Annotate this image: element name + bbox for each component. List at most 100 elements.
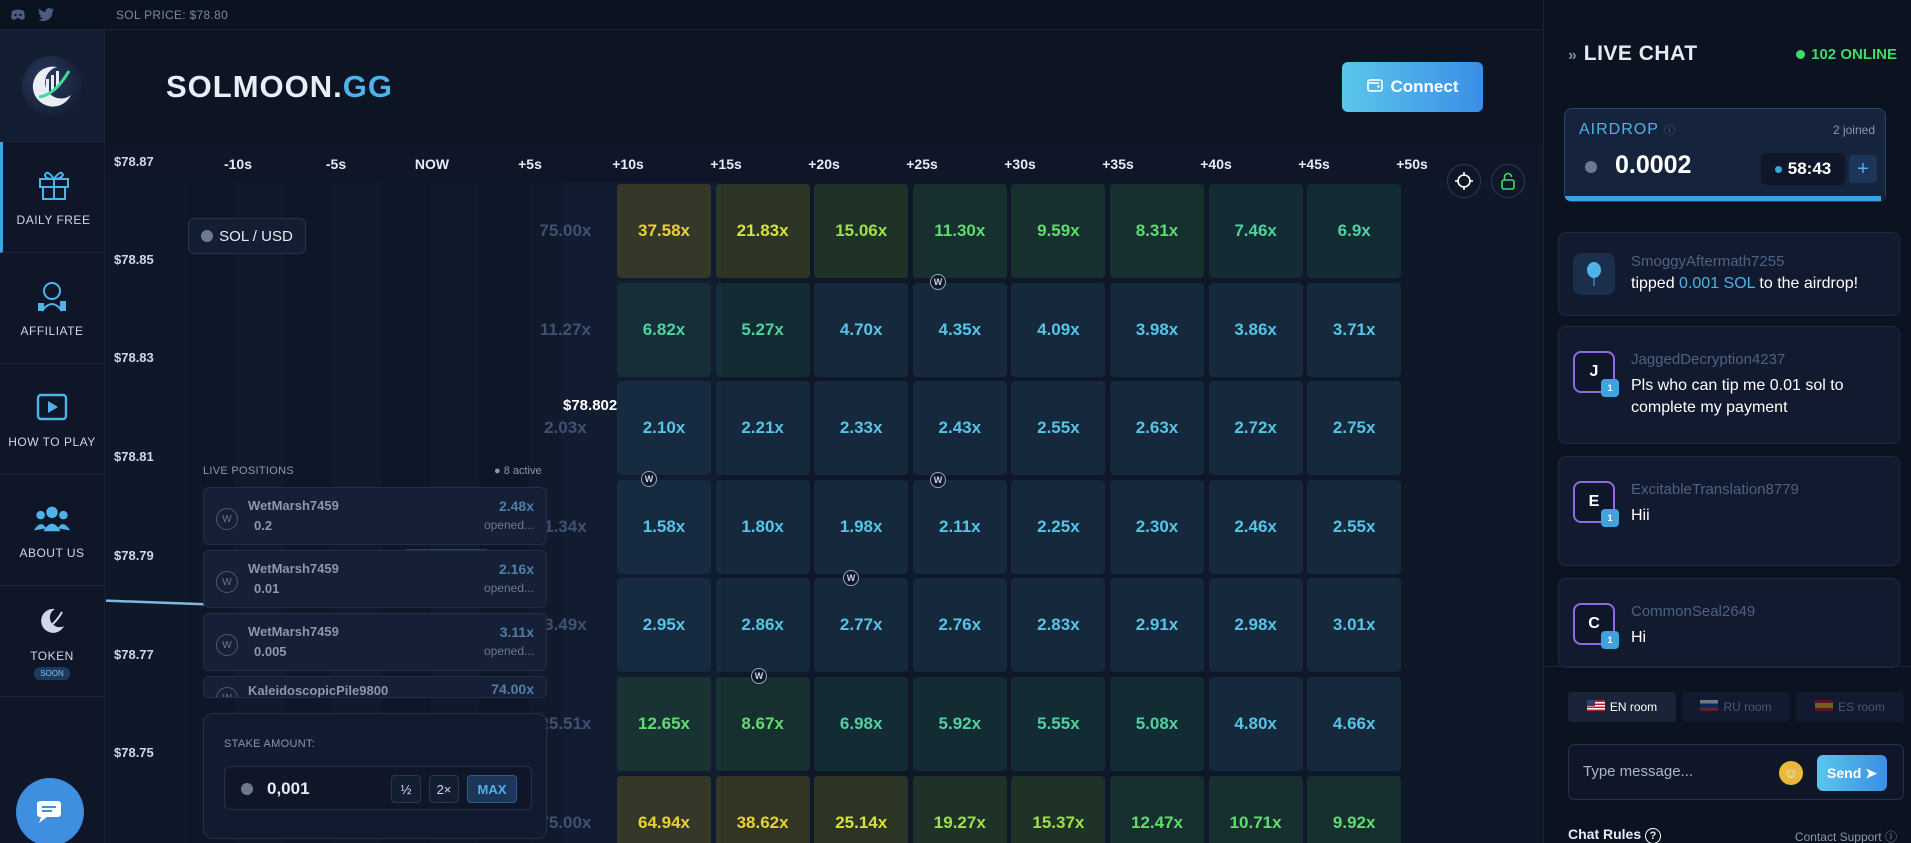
logo-box[interactable] [0, 30, 104, 142]
multiplier-cell[interactable]: 2.10x [617, 381, 711, 476]
multiplier-cell[interactable]: 2.72x [1208, 381, 1303, 476]
room-tab-ru[interactable]: RU room [1682, 692, 1790, 722]
multiplier-cell[interactable]: 2.30x [1110, 479, 1204, 574]
multiplier-cell[interactable]: 2.95x [617, 578, 711, 673]
room-tab-es[interactable]: ES room [1796, 692, 1904, 722]
help-icon: ⓘ [1884, 830, 1897, 843]
multiplier-cell[interactable]: 5.08x [1110, 677, 1204, 771]
multiplier-cell[interactable]: 2.86x [715, 578, 810, 673]
multiplier-cell[interactable]: 12.65x [617, 677, 711, 771]
info-icon[interactable]: ⓘ [1664, 125, 1677, 137]
discord-icon[interactable] [8, 5, 28, 25]
multiplier-cell[interactable]: 64.94x [617, 775, 711, 843]
multiplier-cell[interactable]: 21.83x [715, 184, 810, 278]
nav-item-how-to-play[interactable]: HOW TO PLAY [0, 364, 104, 475]
multiplier-cell[interactable]: 3.01x [1307, 578, 1402, 673]
multiplier-cell[interactable]: 2.55x [1307, 479, 1402, 574]
multiplier-cell[interactable]: 15.37x [1011, 775, 1106, 843]
connect-button[interactable]: Connect [1342, 62, 1483, 112]
chat-bubble-button[interactable] [16, 778, 84, 843]
chat-rules-link[interactable]: Chat Rules ? [1568, 826, 1662, 843]
lock-icon[interactable] [1491, 164, 1525, 198]
crosshair-icon[interactable] [1447, 164, 1481, 198]
message-username[interactable]: ExcitableTranslation8779 [1631, 481, 1799, 498]
multiplier-cell[interactable]: 2.46x [1208, 479, 1303, 574]
live-position-item[interactable]: W WetMarsh7459 0.01 2.16x opened... [203, 550, 547, 608]
multiplier-cell[interactable]: 2.25x [1011, 479, 1106, 574]
live-position-item[interactable]: W WetMarsh7459 0.2 2.48x opened... [203, 487, 547, 545]
multiplier-cell[interactable]: 2.75x [1307, 381, 1402, 476]
contact-support-link[interactable]: Contact Support ⓘ [1795, 828, 1897, 843]
multiplier-cell[interactable]: 1.80x [715, 479, 810, 574]
multiplier-cell[interactable]: 1.98x [814, 479, 909, 574]
live-position-item[interactable]: W WetMarsh7459 0.005 3.11x opened... [203, 613, 547, 671]
multiplier-cell[interactable]: 11.30x [912, 184, 1007, 278]
multiplier-cell[interactable]: 19.27x [912, 775, 1007, 843]
multiplier-cell[interactable]: 2.55x [1011, 381, 1106, 476]
multiplier-cell[interactable]: 9.92x [1307, 775, 1402, 843]
multiplier-cell[interactable]: 5.27x [715, 282, 810, 377]
multiplier-cell[interactable]: 7.46x [1208, 184, 1303, 278]
multiplier-cell[interactable]: 38.62x [715, 775, 810, 843]
live-position-item[interactable]: W KaleidoscopicPile9800 74.00x [203, 676, 547, 698]
multiplier-cell[interactable]: 2.91x [1110, 578, 1204, 673]
room-tab-en[interactable]: EN room [1568, 692, 1676, 722]
multiplier-cell[interactable]: 2.11x [912, 479, 1007, 574]
multiplier-cell[interactable]: 2.63x [1110, 381, 1204, 476]
multiplier-cell[interactable]: 12.47x [1110, 775, 1204, 843]
multiplier-cell[interactable]: 15.06x [814, 184, 909, 278]
emoji-icon[interactable]: ☺ [1779, 761, 1803, 785]
stake-input[interactable] [267, 779, 377, 799]
half-button[interactable]: ½ [391, 775, 421, 803]
multiplier-cell[interactable]: 10.71x [1208, 775, 1303, 843]
multiplier-cell[interactable]: 6.98x [814, 677, 909, 771]
multiplier-cell[interactable]: 37.58x [617, 184, 711, 278]
multiplier-cell[interactable]: 5.92x [912, 677, 1007, 771]
double-button[interactable]: 2× [429, 775, 459, 803]
message-username[interactable]: JaggedDecryption4237 [1631, 351, 1786, 368]
multiplier-cell[interactable]: 2.77x [814, 578, 909, 673]
multiplier-cell[interactable]: 2.43x [912, 381, 1007, 476]
max-button[interactable]: MAX [467, 775, 517, 803]
multiplier-cell[interactable]: 9.59x [1011, 184, 1106, 278]
send-button[interactable]: Send ➤ [1817, 755, 1887, 791]
nav-item-affiliate[interactable]: AFFILIATE [0, 253, 104, 364]
twitter-icon[interactable] [36, 5, 56, 25]
multiplier-cell[interactable]: 2.83x [1011, 578, 1106, 673]
multiplier-cell[interactable]: 2.21x [715, 381, 810, 476]
multiplier-cell[interactable]: 4.35x [912, 282, 1007, 377]
multiplier-cell[interactable]: 2.33x [814, 381, 909, 476]
message-username[interactable]: CommonSeal2649 [1631, 603, 1756, 620]
multiplier-cell[interactable]: 1.58x [617, 479, 711, 574]
nav-item-token[interactable]: TOKEN SOON [0, 586, 104, 697]
brand-title[interactable]: SOLMOON.GG [166, 69, 393, 105]
pair-selector[interactable]: SOL / USD [188, 218, 306, 254]
multiplier-cell[interactable]: 3.98x [1110, 282, 1204, 377]
message-username[interactable]: SmoggyAftermath7255 [1631, 253, 1785, 270]
airdrop-add-button[interactable]: + [1849, 155, 1877, 183]
multiplier-cell[interactable]: 4.70x [814, 282, 909, 377]
nav-item-about-us[interactable]: ABOUT US [0, 475, 104, 586]
position-amount: 0.2 [254, 518, 273, 533]
multiplier-cell[interactable]: 5.55x [1011, 677, 1106, 771]
message-input[interactable] [1583, 763, 1773, 780]
multiplier-cell[interactable]: 2.98x [1208, 578, 1303, 673]
airdrop-balloon-icon[interactable] [1573, 253, 1615, 295]
multiplier-cell[interactable]: 8.31x [1110, 184, 1204, 278]
sol-price-label: SOL PRICE: $78.80 [116, 7, 229, 22]
multiplier-cell[interactable]: 4.09x [1011, 282, 1106, 377]
multiplier-cell[interactable]: 25.14x [814, 775, 909, 843]
multiplier-cell[interactable]: 2.76x [912, 578, 1007, 673]
multiplier-cell[interactable]: 6.9x [1307, 184, 1402, 278]
multiplier-cell[interactable]: 8.67x [715, 677, 810, 771]
multiplier-cell[interactable]: 3.86x [1208, 282, 1303, 377]
collapse-chevrons-icon[interactable]: » [1568, 47, 1578, 64]
multiplier-cell[interactable]: 3.71x [1307, 282, 1402, 377]
nav-item-daily-free[interactable]: DAILY FREE [0, 142, 104, 253]
multiplier-cell[interactable]: 4.80x [1208, 677, 1303, 771]
multiplier-cell[interactable]: 6.82x [617, 282, 711, 377]
multiplier-cell[interactable]: 4.66x [1307, 677, 1402, 771]
